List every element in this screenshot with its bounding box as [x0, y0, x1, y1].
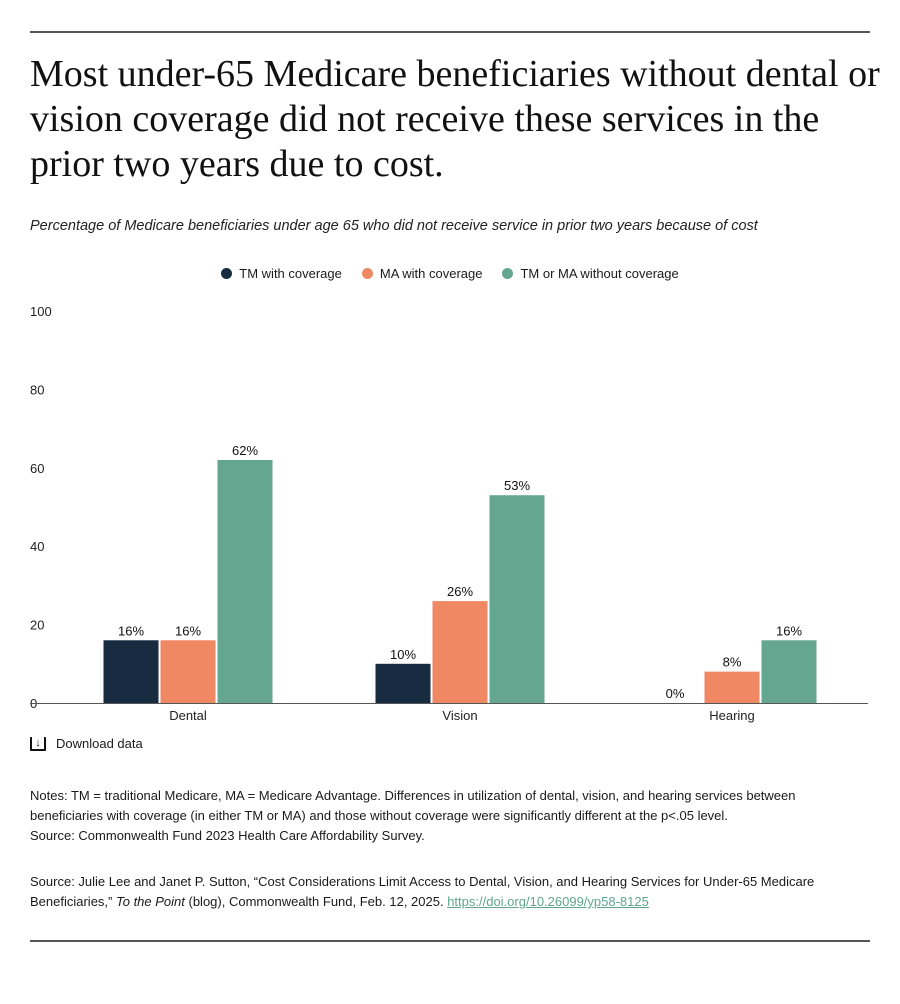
- bottom-rule: [30, 940, 870, 942]
- legend-item-ma: MA with coverage: [361, 266, 483, 281]
- data-label: 8%: [723, 655, 742, 670]
- citation-link[interactable]: https://doi.org/10.26099/yp58-8125: [447, 894, 649, 909]
- legend-swatch: [221, 268, 233, 279]
- bar-dental: [160, 640, 216, 703]
- data-label: 10%: [390, 647, 416, 662]
- legend-swatch: [361, 268, 373, 279]
- data-label: 16%: [776, 623, 802, 638]
- notes: Notes: TM = traditional Medicare, MA = M…: [30, 786, 870, 846]
- y-tick-label: 60: [30, 461, 44, 476]
- notes-text: Notes: TM = traditional Medicare, MA = M…: [30, 788, 796, 823]
- bar-dental: [217, 459, 273, 703]
- data-label: 26%: [447, 584, 473, 599]
- legend-label: TM or MA without coverage: [520, 266, 679, 281]
- download-label: Download data: [56, 736, 143, 751]
- legend-item-without: TM or MA without coverage: [502, 266, 679, 281]
- data-label: 16%: [118, 623, 144, 638]
- y-tick-label: 80: [30, 382, 44, 397]
- data-label: 62%: [232, 443, 258, 458]
- notes-source: Source: Commonwealth Fund 2023 Health Ca…: [30, 828, 425, 843]
- top-rule: [30, 31, 870, 33]
- y-tick-label: 40: [30, 539, 44, 554]
- citation: Source: Julie Lee and Janet P. Sutton, “…: [30, 872, 880, 912]
- data-label: 53%: [504, 478, 530, 493]
- x-tick-label: Dental: [169, 708, 207, 723]
- legend-label: MA with coverage: [379, 266, 483, 281]
- bar-hearing: [704, 671, 760, 703]
- bar-vision: [489, 495, 545, 703]
- legend-item-tm: TM with coverage: [221, 266, 342, 281]
- download-icon: ↓: [30, 736, 46, 751]
- legend: TM with coverage MA with coverage TM or …: [0, 266, 900, 281]
- citation-suffix: (blog), Commonwealth Fund, Feb. 12, 2025…: [184, 894, 448, 909]
- y-tick-label: 20: [30, 618, 44, 633]
- data-label: 0%: [666, 686, 685, 701]
- bar-dental: [103, 640, 159, 703]
- bar-vision: [375, 663, 431, 703]
- x-tick-label: Hearing: [709, 708, 755, 723]
- page-title: Most under-65 Medicare beneficiaries wit…: [30, 53, 880, 185]
- y-tick-label: 100: [30, 304, 52, 319]
- bar-hearing: [761, 640, 817, 703]
- citation-publication: To the Point: [115, 894, 185, 909]
- data-label: 16%: [175, 623, 201, 638]
- legend-swatch: [502, 268, 514, 279]
- legend-label: TM with coverage: [239, 266, 342, 281]
- bar-vision: [432, 601, 488, 703]
- x-tick-label: Vision: [442, 708, 477, 723]
- citation-prefix: Source: Julie Lee and Janet P. Sutton, “…: [30, 874, 815, 909]
- download-data-button[interactable]: ↓ Download data: [30, 736, 143, 751]
- chart-subtitle: Percentage of Medicare beneficiaries und…: [30, 218, 758, 234]
